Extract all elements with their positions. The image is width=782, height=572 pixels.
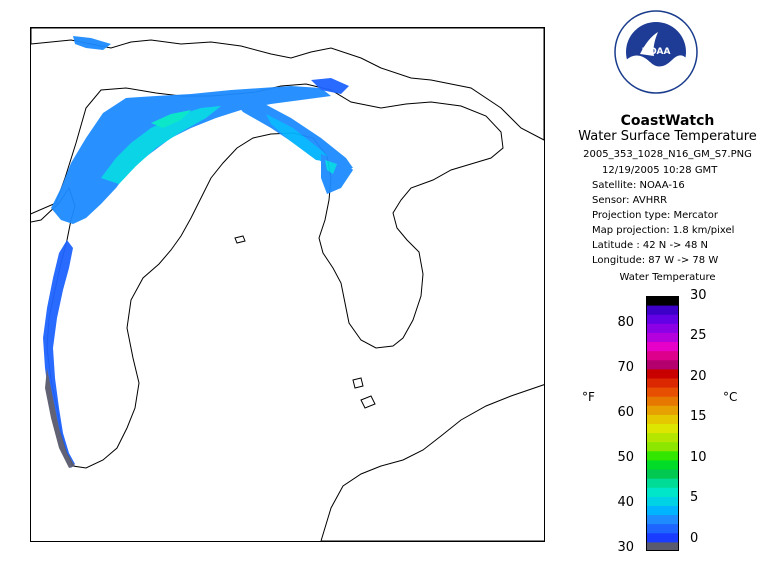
scale-band [646, 323, 679, 333]
scale-band [646, 305, 679, 315]
sst-swaths [43, 36, 353, 468]
noaa-logo-text: NOAA [642, 47, 671, 57]
scale-band [646, 405, 679, 415]
scale-band [646, 505, 679, 516]
fahrenheit-tick: 70 [617, 359, 634, 375]
scale-band [646, 314, 679, 324]
fahrenheit-tick: 80 [617, 314, 634, 330]
latitude-range: Latitude : 42 N -> 48 N [592, 240, 708, 251]
scale-band [646, 459, 679, 470]
longitude-range: Longitude: 87 W -> 78 W [592, 255, 719, 266]
date-time: 12/19/2005 10:28 GMT [602, 165, 718, 176]
fahrenheit-tick: 60 [617, 404, 634, 420]
scale-band [646, 514, 679, 525]
file-name: 2005_353_1028_N16_GM_S7.PNG [583, 149, 752, 160]
scale-band [646, 496, 679, 506]
scale-band [646, 341, 679, 352]
celsius-tick: 30 [690, 288, 707, 303]
scale-band [646, 450, 679, 461]
celsius-tick: 5 [690, 490, 699, 506]
scale-band [646, 523, 679, 534]
scale-band [646, 532, 679, 543]
island [352, 377, 364, 389]
scale-band [646, 423, 679, 434]
map-projection: Map projection: 1.8 km/pixel [592, 225, 735, 236]
scale-border [646, 296, 679, 551]
legend-title: Water Temperature [619, 272, 716, 283]
color-scale [646, 296, 679, 551]
lakes-map [31, 28, 544, 541]
island [234, 235, 246, 244]
celsius-tick: 15 [690, 409, 707, 425]
celsius-tick: 0 [690, 530, 699, 546]
fahrenheit-tick: 30 [617, 539, 634, 555]
scale-band [646, 368, 679, 379]
scale-band [646, 377, 679, 388]
celsius-unit: °C [723, 390, 738, 404]
fahrenheit-tick: 50 [617, 449, 634, 465]
scale-band [646, 469, 679, 479]
scale-band [646, 541, 679, 551]
projection-type: Projection type: Mercator [592, 210, 718, 221]
fahrenheit-tick: 40 [617, 494, 634, 510]
celsius-tick: 10 [690, 449, 707, 465]
noaa-logo-icon: NOAA [614, 10, 698, 94]
fahrenheit-unit: °F [582, 390, 595, 404]
scale-band [646, 350, 679, 361]
coastline-east [320, 384, 544, 541]
scale-band [646, 478, 679, 488]
celsius-tick: 25 [690, 328, 707, 344]
scale-band [646, 487, 679, 497]
scale-band [646, 332, 679, 343]
scale-band [646, 359, 679, 370]
scale-band [646, 441, 679, 452]
island [360, 395, 376, 409]
scale-band [646, 296, 679, 306]
scale-band [646, 414, 679, 424]
scale-band [646, 387, 679, 397]
map-panel [30, 27, 545, 542]
sensor-label: Sensor: AVHRR [592, 195, 668, 206]
satellite-label: Satellite: NOAA-16 [592, 180, 685, 191]
celsius-tick: 20 [690, 368, 707, 384]
brand-title: CoastWatch [620, 113, 715, 129]
scale-band [646, 432, 679, 443]
product-title: Water Surface Temperature [578, 129, 757, 144]
scale-band [646, 396, 679, 406]
